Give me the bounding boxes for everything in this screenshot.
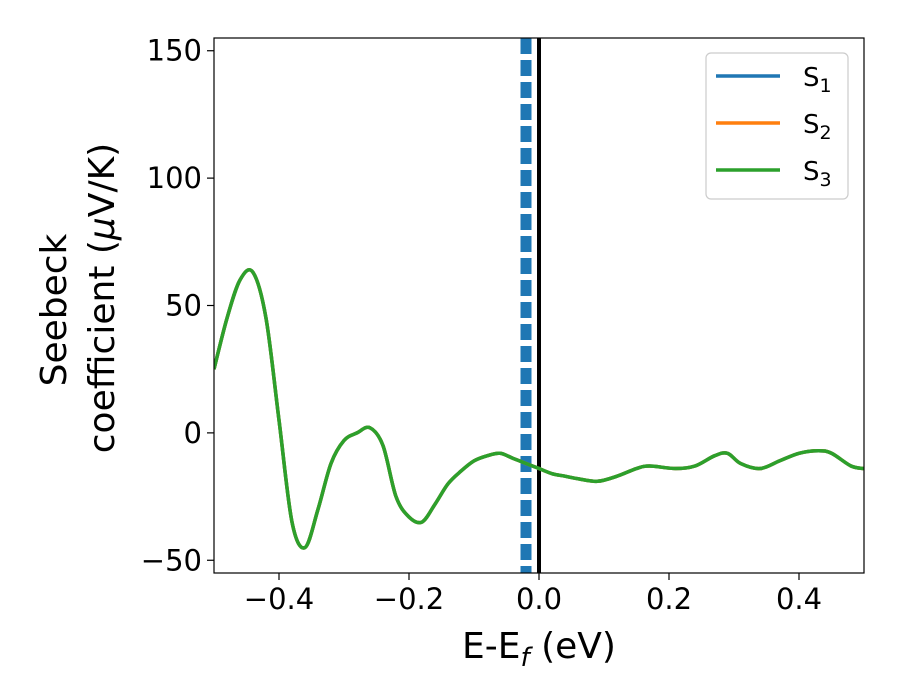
legend-label-s2: S2 [803,110,832,144]
x-axis-label: E-Ef (eV) [462,626,616,673]
y-axis-label: Seebeck coefficient (μV/K) [34,143,123,453]
y-tick-label: 100 [147,161,202,195]
legend-label-s1: S1 [803,63,832,97]
y-tick-label: −50 [141,543,202,577]
series-line-s3 [214,268,864,550]
x-tick-label: 0.4 [776,582,822,616]
y-tick-label: 0 [184,416,202,450]
x-tick-label: 0.0 [516,582,562,616]
x-tick-label: 0.2 [646,582,692,616]
y-axis-label-line2: coefficient (μV/K) [82,143,123,453]
y-tick-label: 150 [147,34,202,68]
legend-label-s3: S3 [803,157,832,191]
x-tick-label: −0.2 [374,582,444,616]
vertical-lines [520,38,541,573]
y-tick-label: 50 [165,289,202,323]
y-axis-ticks: −50 0 50 100 150 [141,34,214,577]
legend: S1 S2 S3 [705,52,849,200]
x-axis-ticks: −0.4 −0.2 0.0 0.2 0.4 [244,573,822,616]
series-layer [214,268,864,550]
legend-box [705,52,849,200]
x-tick-label: −0.4 [244,582,314,616]
y-axis-label-line1: Seebeck [34,233,75,386]
